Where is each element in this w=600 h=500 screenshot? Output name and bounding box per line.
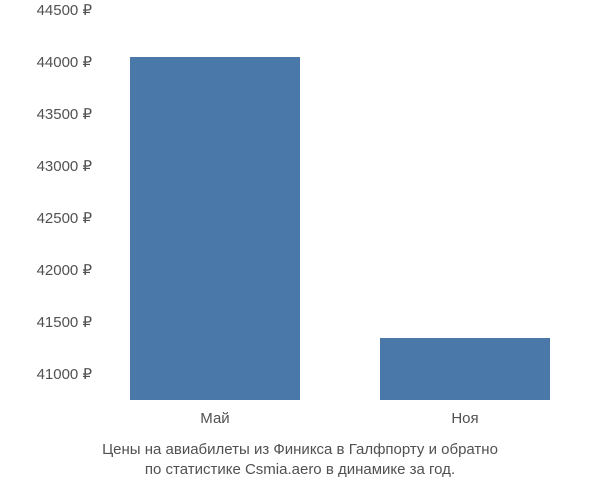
y-tick-label: 44500 ₽ [37, 1, 92, 19]
plot-area [100, 10, 580, 400]
x-tick-label: Ноя [451, 410, 478, 427]
y-tick-label: 41500 ₽ [37, 313, 92, 331]
y-tick-label: 43500 ₽ [37, 105, 92, 123]
chart-caption: Цены на авиабилеты из Финикса в Галфпорт… [0, 440, 600, 481]
y-tick-label: 42500 ₽ [37, 209, 92, 227]
caption-line-1: Цены на авиабилеты из Финикса в Галфпорт… [102, 441, 498, 458]
caption-line-2: по статистике Csmia.aero в динамике за г… [145, 461, 455, 478]
y-tick-label: 42000 ₽ [37, 261, 92, 279]
y-tick-label: 41000 ₽ [37, 365, 92, 383]
y-tick-label: 43000 ₽ [37, 157, 92, 175]
price-chart: Цены на авиабилеты из Финикса в Галфпорт… [0, 0, 600, 500]
x-tick-label: Май [200, 410, 229, 427]
bar [130, 57, 300, 400]
bar [380, 338, 550, 400]
y-tick-label: 44000 ₽ [37, 53, 92, 71]
